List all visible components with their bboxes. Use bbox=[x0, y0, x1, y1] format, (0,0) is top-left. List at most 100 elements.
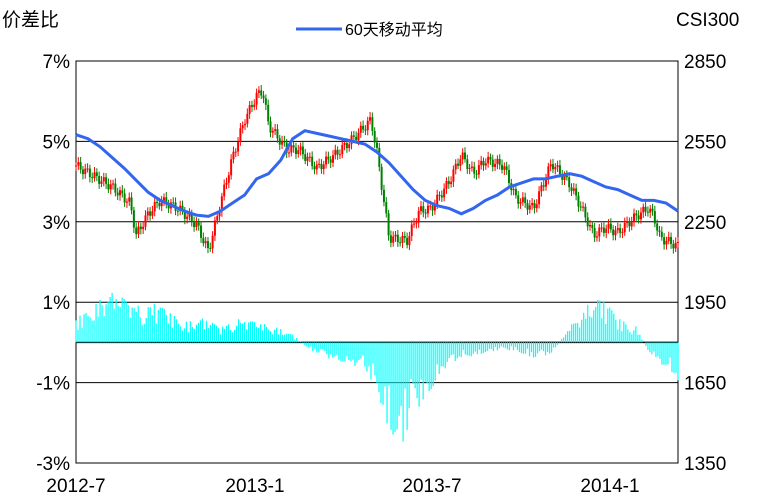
candle-body bbox=[376, 142, 378, 148]
candle-body bbox=[589, 225, 592, 227]
candle-body bbox=[290, 145, 293, 153]
y-right-tick-label: 2550 bbox=[684, 132, 726, 153]
candle-body bbox=[260, 90, 263, 96]
candle-body bbox=[264, 98, 267, 105]
candle-body bbox=[649, 208, 652, 213]
candle-body bbox=[257, 90, 260, 93]
y-left-tick-label: 3% bbox=[43, 213, 71, 234]
candle-body bbox=[255, 92, 258, 105]
x-tick-label: 2014-1 bbox=[580, 476, 639, 497]
candle-body bbox=[538, 191, 541, 205]
candle-body bbox=[473, 166, 476, 174]
candle-body bbox=[468, 167, 471, 169]
candle-body bbox=[551, 164, 554, 170]
y-right-tick-label: 1950 bbox=[684, 293, 726, 314]
candle-body bbox=[540, 185, 543, 192]
candle-body bbox=[109, 184, 112, 190]
candle-body bbox=[292, 145, 295, 148]
candle-body bbox=[276, 129, 279, 139]
candle-body bbox=[470, 166, 473, 168]
candle-body bbox=[477, 165, 480, 175]
candle-body bbox=[200, 225, 203, 238]
candle-body bbox=[288, 152, 291, 154]
candle-body bbox=[459, 159, 462, 166]
candle-body bbox=[396, 234, 399, 243]
candle-body bbox=[660, 231, 663, 238]
candle-body bbox=[345, 142, 348, 149]
candle-body bbox=[123, 193, 126, 203]
candle-body bbox=[146, 211, 149, 216]
candle-body bbox=[144, 215, 147, 227]
candle-body bbox=[88, 168, 91, 178]
candle-body bbox=[160, 200, 163, 207]
candle-body bbox=[343, 142, 346, 146]
y-left-tick-label: 5% bbox=[43, 132, 71, 153]
candle-body bbox=[206, 241, 209, 248]
candle-body bbox=[385, 202, 388, 214]
candle-body bbox=[526, 203, 529, 210]
candle-body bbox=[188, 213, 191, 217]
left-axis-title: 价差比 bbox=[2, 9, 59, 31]
right-axis-title: CSI300 bbox=[676, 10, 739, 31]
candle-body bbox=[371, 117, 374, 131]
candle-body bbox=[621, 232, 624, 234]
candle-body bbox=[227, 175, 230, 183]
candle-body bbox=[128, 197, 131, 202]
candle-body bbox=[415, 222, 418, 224]
candle-body bbox=[656, 223, 659, 231]
candle-body bbox=[181, 205, 184, 211]
candle-body bbox=[322, 164, 325, 170]
candle-body bbox=[232, 151, 235, 160]
candle-body bbox=[494, 163, 497, 167]
candle-body bbox=[399, 242, 402, 244]
candle-body bbox=[308, 156, 311, 158]
candle-body bbox=[165, 197, 168, 205]
candle-body bbox=[220, 196, 223, 212]
candle-body bbox=[521, 197, 524, 203]
candle-body bbox=[503, 166, 506, 170]
candle-body bbox=[149, 211, 152, 216]
y-right-tick-label: 2250 bbox=[684, 213, 726, 234]
candle-body bbox=[565, 175, 568, 178]
candle-body bbox=[172, 202, 175, 204]
y-right-tick-label: 2850 bbox=[684, 52, 726, 73]
candle-body bbox=[237, 141, 240, 152]
candle-body bbox=[105, 177, 108, 184]
candle-body bbox=[274, 129, 277, 131]
candle-body bbox=[579, 206, 582, 208]
candle-body bbox=[545, 179, 548, 187]
y-left-tick-label: -1% bbox=[36, 374, 70, 395]
candle-body bbox=[209, 247, 212, 249]
candle-body bbox=[556, 165, 559, 168]
candle-body bbox=[533, 202, 536, 209]
candle-body bbox=[267, 104, 270, 122]
candle-body bbox=[306, 156, 309, 161]
candle-body bbox=[84, 168, 87, 175]
x-tick-label: 2013-7 bbox=[402, 476, 461, 497]
candle-body bbox=[429, 205, 432, 207]
candle-body bbox=[623, 222, 626, 233]
y-right-tick-label: 1650 bbox=[684, 374, 726, 395]
candle-body bbox=[436, 194, 439, 205]
candle-body bbox=[230, 159, 233, 176]
candle-body bbox=[419, 206, 422, 211]
y-left-tick-label: 7% bbox=[43, 52, 71, 73]
candle-body bbox=[359, 125, 362, 133]
candle-body bbox=[547, 166, 550, 180]
candle-body bbox=[403, 235, 406, 238]
candle-body bbox=[577, 195, 580, 207]
candle-body bbox=[619, 228, 622, 233]
candle-body bbox=[598, 227, 601, 237]
candle-body bbox=[269, 121, 272, 133]
candle-body bbox=[369, 117, 372, 121]
candle-body bbox=[244, 123, 247, 126]
candle-body bbox=[278, 138, 281, 145]
candle-body bbox=[665, 240, 668, 245]
candle-body bbox=[352, 135, 355, 137]
candle-body bbox=[325, 156, 328, 165]
candle-body bbox=[410, 224, 413, 237]
candle-body bbox=[626, 221, 629, 223]
candle-body bbox=[382, 189, 385, 203]
candle-body bbox=[535, 204, 538, 209]
candle-body bbox=[639, 212, 642, 220]
